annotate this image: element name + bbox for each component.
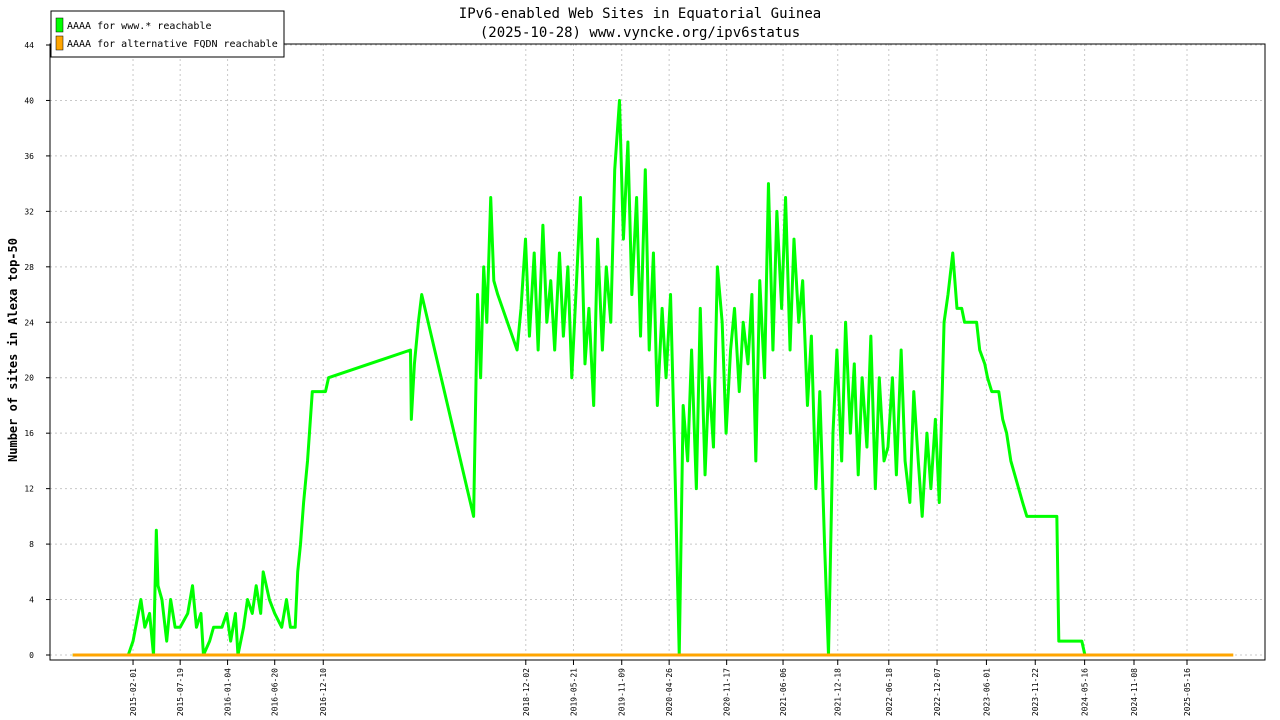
legend-swatch (55, 35, 64, 51)
x-tick-label: 2022-12-07 (933, 668, 942, 716)
y-tick-label: 44 (24, 41, 34, 50)
y-tick-label: 40 (24, 96, 34, 105)
x-tick-label: 2020-04-26 (665, 668, 674, 716)
y-tick-label: 12 (24, 485, 34, 494)
plot-frame (49, 43, 1266, 661)
x-tick-label: 2023-11-22 (1031, 668, 1040, 716)
legend: AAAA for www.* reachable AAAA for alterna… (50, 10, 285, 58)
x-tick-label: 2019-11-09 (618, 668, 627, 716)
x-tick-label: 2022-06-18 (885, 668, 894, 716)
y-tick-label: 8 (29, 540, 34, 549)
marks (72, 98, 1234, 657)
y-axis-label: Number of sites in Alexa top-50 (6, 238, 20, 462)
x-tick-label: 2023-06-01 (982, 668, 991, 716)
x-tick-label: 2016-06-20 (271, 668, 280, 716)
x-tick-label: 2016-12-10 (319, 668, 328, 716)
x-tick-label: 2024-05-16 (1081, 668, 1090, 716)
series-line (72, 98, 1087, 657)
legend-swatch (55, 17, 64, 33)
legend-label: AAAA for www.* reachable (67, 21, 212, 32)
y-tick-label: 4 (29, 596, 34, 605)
x-tick-label: 2025-05-16 (1183, 668, 1192, 716)
chart-subtitle: (2025-10-28) www.vyncke.org/ipv6status (480, 25, 800, 41)
x-tick-label: 2024-11-08 (1130, 668, 1139, 716)
x-tick-label: 2015-07-19 (176, 668, 185, 716)
x-tick-label: 2019-05-21 (569, 668, 578, 716)
y-tick-label: 0 (29, 651, 34, 660)
y-tick-label: 20 (24, 374, 34, 383)
legend-label: AAAA for alternative FQDN reachable (67, 39, 278, 50)
y-tick-label: 28 (24, 263, 34, 272)
x-tick-label: 2021-06-06 (779, 668, 788, 716)
x-tick-label: 2021-12-18 (834, 668, 843, 716)
y-tick-label: 24 (24, 318, 34, 327)
y-tick-label: 32 (24, 207, 34, 216)
chart-title: IPv6-enabled Web Sites in Equatorial Gui… (459, 6, 821, 22)
x-tick-label: 2020-11-17 (723, 668, 732, 716)
y-tick-label: 16 (24, 429, 34, 438)
x-tick-label: 2018-12-02 (522, 668, 531, 716)
legend-box (50, 10, 285, 58)
y-tick-label: 36 (24, 152, 34, 161)
x-tick-label: 2016-01-04 (224, 668, 233, 716)
x-tick-label: 2015-02-01 (129, 668, 138, 716)
